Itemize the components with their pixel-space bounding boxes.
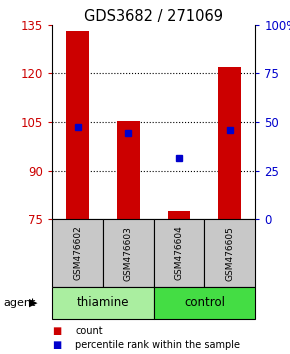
- Bar: [66, 31, 89, 219]
- Text: GSM476603: GSM476603: [124, 225, 133, 281]
- Text: thiamine: thiamine: [77, 296, 129, 309]
- Bar: [103, 219, 154, 287]
- Text: count: count: [75, 326, 103, 336]
- Text: GSM476605: GSM476605: [225, 225, 234, 281]
- Bar: [204, 219, 255, 287]
- Text: percentile rank within the sample: percentile rank within the sample: [75, 340, 240, 350]
- Bar: [154, 287, 255, 319]
- Text: ■: ■: [52, 340, 61, 350]
- Bar: [52, 287, 154, 319]
- Bar: [154, 219, 204, 287]
- Text: GSM476604: GSM476604: [175, 226, 184, 280]
- Text: ▶: ▶: [29, 298, 37, 308]
- Text: control: control: [184, 296, 225, 309]
- Bar: [168, 211, 191, 219]
- Text: agent: agent: [3, 298, 35, 308]
- Bar: [52, 219, 103, 287]
- Bar: [117, 120, 140, 219]
- Title: GDS3682 / 271069: GDS3682 / 271069: [84, 8, 223, 24]
- Text: ■: ■: [52, 326, 61, 336]
- Text: GSM476602: GSM476602: [73, 226, 82, 280]
- Bar: [218, 67, 241, 219]
